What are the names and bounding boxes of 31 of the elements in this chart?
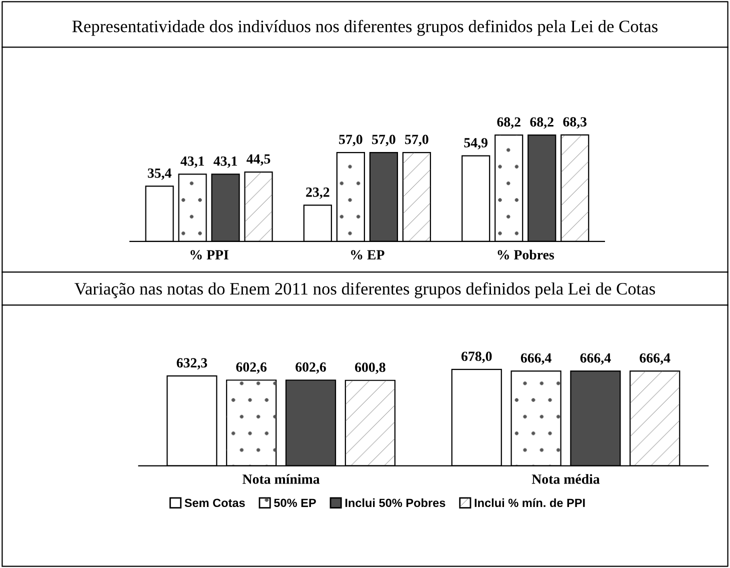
chart-title: Variação nas notas do Enem 2011 nos diferentes grupos definidos pela Lei de Cotas [74,282,655,298]
data-label: 600,8 [355,362,386,374]
data-label: 35,4 [148,168,172,180]
data-label: 54,9 [464,138,488,150]
x-tick-label: % PPI [190,250,228,260]
data-label: 68,2 [530,117,554,129]
data-label: 68,3 [563,117,587,129]
data-label: 57,0 [339,134,362,146]
legend-label: Inclui % mín. de PPI [474,498,585,508]
data-label: 666,4 [520,353,552,365]
x-tick-label: Nota mínima [242,474,320,484]
data-label: 57,0 [372,134,396,146]
data-label: 68,2 [497,117,520,129]
data-label: 666,4 [640,353,670,365]
data-label: 43,1 [214,156,237,168]
x-tick-label: % EP [351,250,384,260]
data-label: 23,2 [306,188,330,199]
chart-title: Representatividade dos indivíduos nos diferentes grupos definidos pela Lei de Cotas [72,20,658,36]
legend-label: 50% EP [274,498,316,508]
data-label: 43,1 [180,156,204,168]
legend-label: Inclui 50% Pobres [345,498,446,508]
data-label: 666,4 [580,353,611,365]
data-label: 678,0 [461,352,492,364]
data-label: 632,3 [176,358,208,370]
data-label: 57,0 [405,134,428,146]
data-label: 602,6 [236,362,267,374]
data-label: 602,6 [296,362,326,374]
data-label: 44,5 [246,154,270,166]
x-tick-label: Nota média [532,474,600,484]
legend-label: Sem Cotas [184,498,245,508]
x-tick-label: % Pobres [498,250,554,260]
